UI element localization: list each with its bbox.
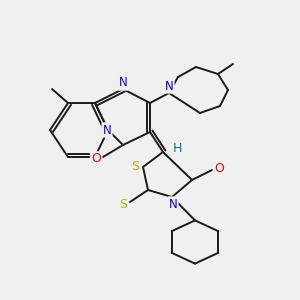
- Text: N: N: [118, 76, 127, 89]
- Text: H: H: [172, 142, 182, 154]
- Text: S: S: [131, 160, 139, 172]
- Text: S: S: [119, 199, 127, 212]
- Text: O: O: [214, 161, 224, 175]
- Text: N: N: [165, 80, 173, 92]
- Text: N: N: [103, 124, 111, 136]
- Text: O: O: [91, 152, 101, 166]
- Text: N: N: [169, 197, 177, 211]
